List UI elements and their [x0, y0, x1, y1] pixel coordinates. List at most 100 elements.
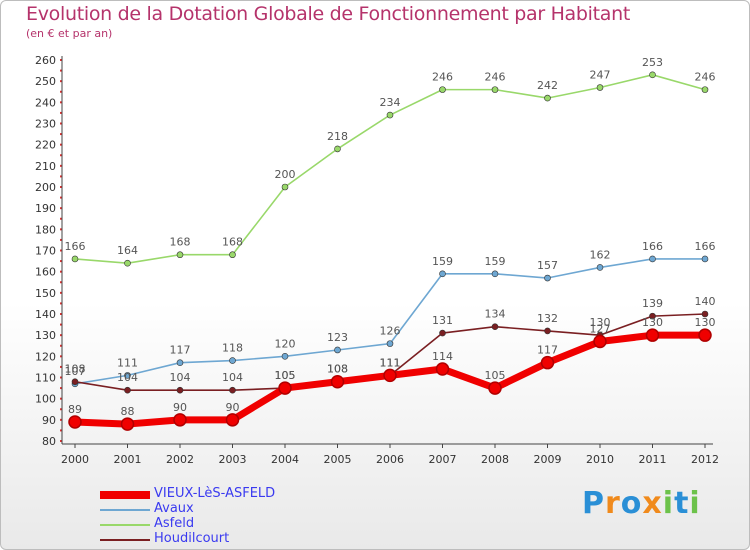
data-label: 127 [590, 323, 611, 336]
data-point [68, 415, 82, 429]
y-axis-minor-tick [60, 186, 62, 188]
y-axis-minor-tick [60, 101, 62, 104]
data-point [71, 378, 79, 386]
y-axis-minor-tick [60, 408, 62, 411]
y-axis-minor-tick [60, 90, 62, 93]
chart-title: Evolution de la Dotation Globale de Fonc… [26, 3, 631, 25]
data-point [383, 368, 397, 383]
legend-label: Houdilcourt [154, 531, 230, 546]
data-label: 108 [65, 363, 86, 376]
data-point [176, 251, 184, 259]
data-label: 120 [275, 337, 296, 350]
data-label: 88 [121, 405, 135, 418]
data-label: 111 [380, 356, 401, 369]
data-point [645, 328, 660, 342]
data-point [124, 372, 131, 379]
data-point [649, 71, 656, 79]
x-tick-label: 2003 [219, 453, 247, 466]
data-point [593, 334, 607, 349]
y-axis-minor-tick [60, 154, 62, 157]
data-label: 242 [537, 79, 558, 92]
data-label: 126 [380, 325, 401, 338]
data-point [701, 86, 709, 93]
data-label: 200 [275, 168, 296, 181]
data-point [281, 183, 289, 191]
y-axis-minor-tick [60, 291, 62, 294]
data-label: 140 [695, 295, 716, 308]
data-label: 218 [327, 130, 348, 143]
brand-letter: i [662, 486, 675, 521]
data-point [701, 310, 709, 318]
y-axis-minor-tick [60, 334, 62, 337]
brand-letter: P [582, 486, 605, 521]
y-axis-minor-tick [60, 344, 62, 347]
y-axis-minor-tick [60, 249, 62, 252]
data-point [439, 329, 446, 337]
data-point [330, 374, 345, 389]
x-tick-label: 2004 [271, 453, 299, 466]
y-axis-minor-tick [60, 207, 62, 210]
data-label: 130 [642, 316, 663, 329]
legend-swatch [100, 491, 150, 499]
data-point [281, 353, 289, 360]
y-tick-label: 100 [35, 393, 56, 406]
x-tick-label: 2006 [376, 453, 404, 466]
data-label: 159 [432, 255, 453, 268]
y-tick-label: 240 [35, 96, 56, 109]
data-label: 234 [380, 96, 401, 109]
y-axis-minor-tick [60, 164, 62, 167]
y-tick-label: 170 [35, 245, 56, 258]
data-label: 159 [485, 255, 506, 268]
y-tick-label: 130 [35, 329, 56, 342]
data-point [120, 417, 135, 431]
y-axis-minor-tick [60, 323, 62, 326]
data-point [229, 386, 236, 394]
legend-label: VIEUX-LèS-ASFELD [154, 486, 276, 501]
x-tick-label: 2000 [61, 453, 89, 466]
data-label: 105 [275, 369, 296, 382]
y-tick-label: 250 [35, 75, 56, 88]
data-label: 246 [485, 71, 506, 84]
data-label: 117 [537, 344, 558, 357]
data-label: 157 [537, 259, 558, 272]
legend-swatch [100, 539, 150, 541]
data-point [596, 84, 604, 91]
data-label: 90 [226, 401, 240, 414]
data-point [544, 94, 551, 102]
y-axis-minor-tick [60, 418, 62, 421]
brand-logo: Proxiti [582, 486, 701, 521]
data-label: 246 [695, 71, 716, 84]
y-axis-minor-tick [60, 313, 62, 315]
y-axis-minor-tick [60, 238, 62, 241]
series-houdilcourt: 108 104 104 104 105 108 111 131 134 132 130 139 140 [65, 295, 716, 394]
data-point [435, 362, 450, 376]
y-axis-minor-tick [60, 122, 62, 125]
data-label: 111 [117, 356, 138, 369]
y-axis-minor-tick [60, 69, 62, 72]
y-axis-minor-tick [60, 365, 62, 368]
y-tick-label: 160 [35, 266, 56, 279]
y-tick-label: 90 [42, 414, 56, 427]
y-axis-minor-tick [60, 270, 62, 273]
data-label: 166 [65, 240, 86, 253]
data-label: 123 [327, 331, 348, 344]
y-tick-label: 260 [35, 54, 56, 67]
data-point [334, 145, 341, 153]
data-point [439, 86, 446, 93]
x-tick-label: 2008 [481, 453, 509, 466]
legend-item: VIEUX-LèS-ASFELD [100, 486, 360, 502]
data-label: 253 [642, 56, 663, 69]
data-label: 168 [170, 236, 191, 249]
data-label: 134 [485, 308, 506, 321]
chart-subtitle: (en € et par an) [26, 27, 113, 40]
brand-letter: i [689, 486, 701, 521]
y-tick-label: 140 [35, 308, 56, 321]
y-axis-minor-tick [60, 440, 62, 442]
brand-letter: o [620, 486, 643, 521]
data-point [491, 270, 499, 278]
data-label: 108 [327, 363, 348, 376]
legend-item: Asfeld [100, 516, 360, 532]
